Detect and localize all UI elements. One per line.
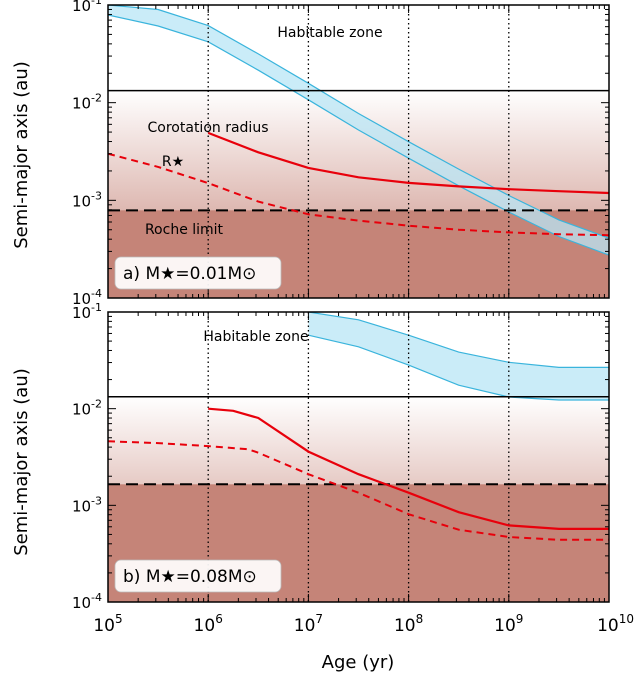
- annotation-label: Habitable zone: [277, 25, 382, 41]
- corotation-radius-line: [208, 407, 609, 530]
- panel-label-box: [114, 256, 282, 290]
- x-tick-label: 1010: [597, 612, 634, 636]
- x-tick-labels: 105 106 107 108 109 1010: [93, 612, 634, 636]
- y-tick-label: 10-1: [72, 301, 102, 322]
- x-tick-label: 109: [494, 612, 523, 636]
- annotation-label: Corotation radius: [148, 120, 269, 136]
- annotation-label: Habitable zone: [203, 329, 308, 345]
- panel-label-box: [114, 559, 282, 593]
- panel-label: b) M★=0.08M⊙: [123, 567, 257, 587]
- x-tick-label: 105: [93, 612, 122, 636]
- habitable-zone-inner-edge: [108, 14, 609, 256]
- y-axis-label: Semi-major axis (au): [11, 61, 32, 249]
- y-tick-label: 10-4: [72, 591, 102, 612]
- stellar-radius-line: [108, 440, 609, 541]
- y-tick-label: 10-1: [72, 0, 102, 15]
- panel-label: a) M★=0.01M⊙: [123, 264, 256, 284]
- x-axis-label: Age (yr): [322, 652, 395, 673]
- panel-a-chart: Habitable zone Corotation radius R★ Roche l…: [72, 0, 610, 308]
- plot-frame: [107, 311, 610, 603]
- plot-frame: [107, 4, 610, 299]
- habitable-zone-outer-edge: [308, 312, 609, 368]
- y-tick-label: 10-3: [72, 189, 102, 210]
- y-tick-label: 10-2: [72, 398, 102, 419]
- y-axis-label: Semi-major axis (au): [11, 368, 32, 556]
- plot-area: [108, 5, 609, 298]
- x-tick-label: 108: [394, 612, 423, 636]
- corotation-radius-line: [207, 131, 609, 195]
- plot-area: [108, 312, 609, 602]
- y-tick-label: 10-3: [72, 494, 102, 515]
- habitable-zone-band: [108, 5, 609, 256]
- panel-b-chart: Habitable zone b) M★=0.08M⊙ 10-4 10-3 10-2 10…: [72, 301, 610, 612]
- y-tick-label: 10-4: [72, 287, 102, 308]
- habitable-zone-inner-edge: [308, 334, 609, 401]
- x-tick-label: 107: [294, 612, 323, 636]
- x-tick-label: 106: [194, 612, 223, 636]
- habitable-zone-outer-edge: [108, 5, 609, 239]
- habitable-zone-band: [308, 312, 609, 400]
- stellar-radius-line: [108, 152, 609, 237]
- annotation-label: Roche limit: [145, 222, 224, 238]
- y-tick-label: 10-2: [72, 92, 102, 113]
- annotation-label: R★: [162, 154, 184, 170]
